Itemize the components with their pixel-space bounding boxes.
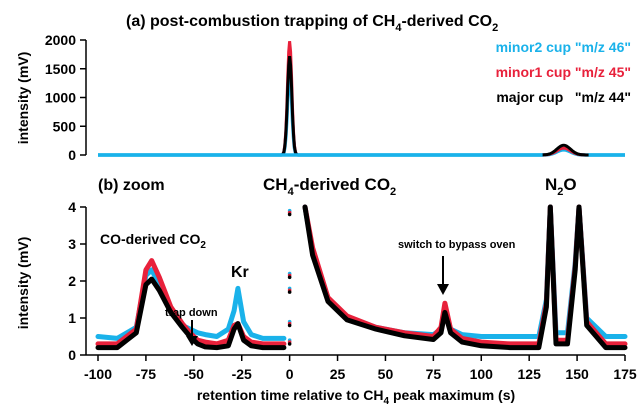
panel-a-series-0	[98, 71, 625, 157]
panel-b-line-2-0	[95, 276, 287, 351]
kr-label: Kr	[231, 264, 249, 281]
panel-b-xtick-label: 25	[330, 366, 346, 382]
panel-b-xtick-label: 175	[613, 366, 637, 382]
panel-b-dot-2-3	[287, 275, 292, 280]
xlabel-tail: peak maximum (s)	[389, 387, 515, 403]
panel-a-series	[98, 41, 625, 157]
bypass-label: switch to bypass oven	[398, 239, 516, 251]
ch4-derived-label: CH4-derived CO2	[263, 175, 396, 198]
xlabel-a: retention time relative to CH	[197, 387, 384, 403]
panel-b-dot-2-2	[287, 290, 292, 294]
panel-b-dot-2-0	[287, 342, 292, 346]
panel-a-title: (a) post-combustion trapping of CH4-deri…	[126, 13, 498, 34]
panel-b-ytick-label: 0	[68, 347, 76, 363]
panel-b-ylabel: intensity (mV)	[15, 237, 31, 330]
panel-b-xtick-label: -100	[84, 366, 112, 382]
panel-b-ytick-label: 4	[68, 199, 76, 215]
panel-b-xtick-label: 0	[286, 366, 294, 382]
panel-a-ytick-label: 1000	[45, 90, 76, 106]
panel-b-xtick-label: -50	[184, 366, 204, 382]
panel-b-xlabel: retention time relative to CH4 peak maxi…	[197, 387, 515, 407]
ch4-label-sub: 4	[288, 186, 295, 198]
legend-minor2: minor2 cup "m/z 46"	[496, 39, 631, 55]
panel-b-ytick-label: 3	[68, 236, 76, 252]
panel-b-dot-2-1	[287, 323, 292, 328]
panel-b-line-0-0	[95, 267, 287, 341]
panel-a-ytick-label: 2000	[45, 32, 76, 48]
panel-b-ytick-label: 2	[68, 273, 76, 289]
co-label-a: CO-derived CO	[100, 231, 200, 247]
n2o-a: N	[545, 175, 557, 194]
panel-b-series-2	[95, 204, 628, 351]
panel-a-ytick-label: 500	[53, 118, 77, 134]
panel-a-ytick-label: 1500	[45, 61, 76, 77]
n2o-tail: O	[563, 175, 576, 194]
panel-b-xtick-label: 75	[426, 366, 442, 382]
ch4-label-tail: -derived CO	[294, 175, 390, 194]
panel-b-xtick-label: 100	[470, 366, 494, 382]
panel-a-line-0	[98, 71, 625, 157]
trap-down-label: trap down	[165, 307, 218, 319]
legend-major: major cup "m/z 44"	[496, 89, 631, 105]
panel-b-line-2-1	[302, 204, 628, 351]
ch4-label-sub2: 2	[390, 186, 396, 198]
panel-a-y-ticks: 0 500 1000 1500 2000	[45, 32, 86, 163]
panel-a-title-text: (a) post-combustion trapping of CH	[126, 13, 395, 30]
panel-b-xtick-label: 125	[518, 366, 542, 382]
panel-b-xtick-label: -25	[232, 366, 252, 382]
xlabel-sub: 4	[384, 396, 390, 407]
panel-b-series	[95, 204, 628, 351]
panel-b-ytick-label: 1	[68, 310, 76, 326]
panel-b-dot-2-4	[287, 212, 292, 217]
panel-a-ytick-label: 0	[68, 147, 76, 163]
panel-b-x-ticks: -100 -75 -50 -25 0 25 50 75 100 125 150 175	[84, 355, 637, 382]
panel-b-xtick-label: 150	[565, 366, 589, 382]
panel-a-title-sub2: 2	[492, 22, 498, 34]
n2o-sub: 2	[557, 186, 563, 198]
panel-b-line-1-0	[95, 258, 287, 347]
panel-b-title: (b) zoom	[98, 177, 165, 194]
panel-b-xtick-label: -75	[136, 366, 156, 382]
panel-b-y-ticks: 0 1 2 3 4	[68, 199, 86, 363]
ch4-label-a: CH	[263, 175, 288, 194]
co-label-sub: 2	[200, 240, 206, 251]
n2o-label: N2O	[545, 175, 577, 198]
panel-a-title-tail: -derived CO	[401, 13, 492, 30]
legend-minor1: minor1 cup "m/z 45"	[496, 64, 631, 80]
bypass-arrow	[437, 256, 449, 295]
panel-a-title-sub: 4	[395, 22, 402, 34]
panel-b-xtick-label: 50	[378, 366, 394, 382]
co-derived-label: CO-derived CO2	[100, 231, 206, 251]
trap-down-arrow	[186, 320, 198, 346]
panel-a-ylabel: intensity (mV)	[15, 52, 31, 145]
